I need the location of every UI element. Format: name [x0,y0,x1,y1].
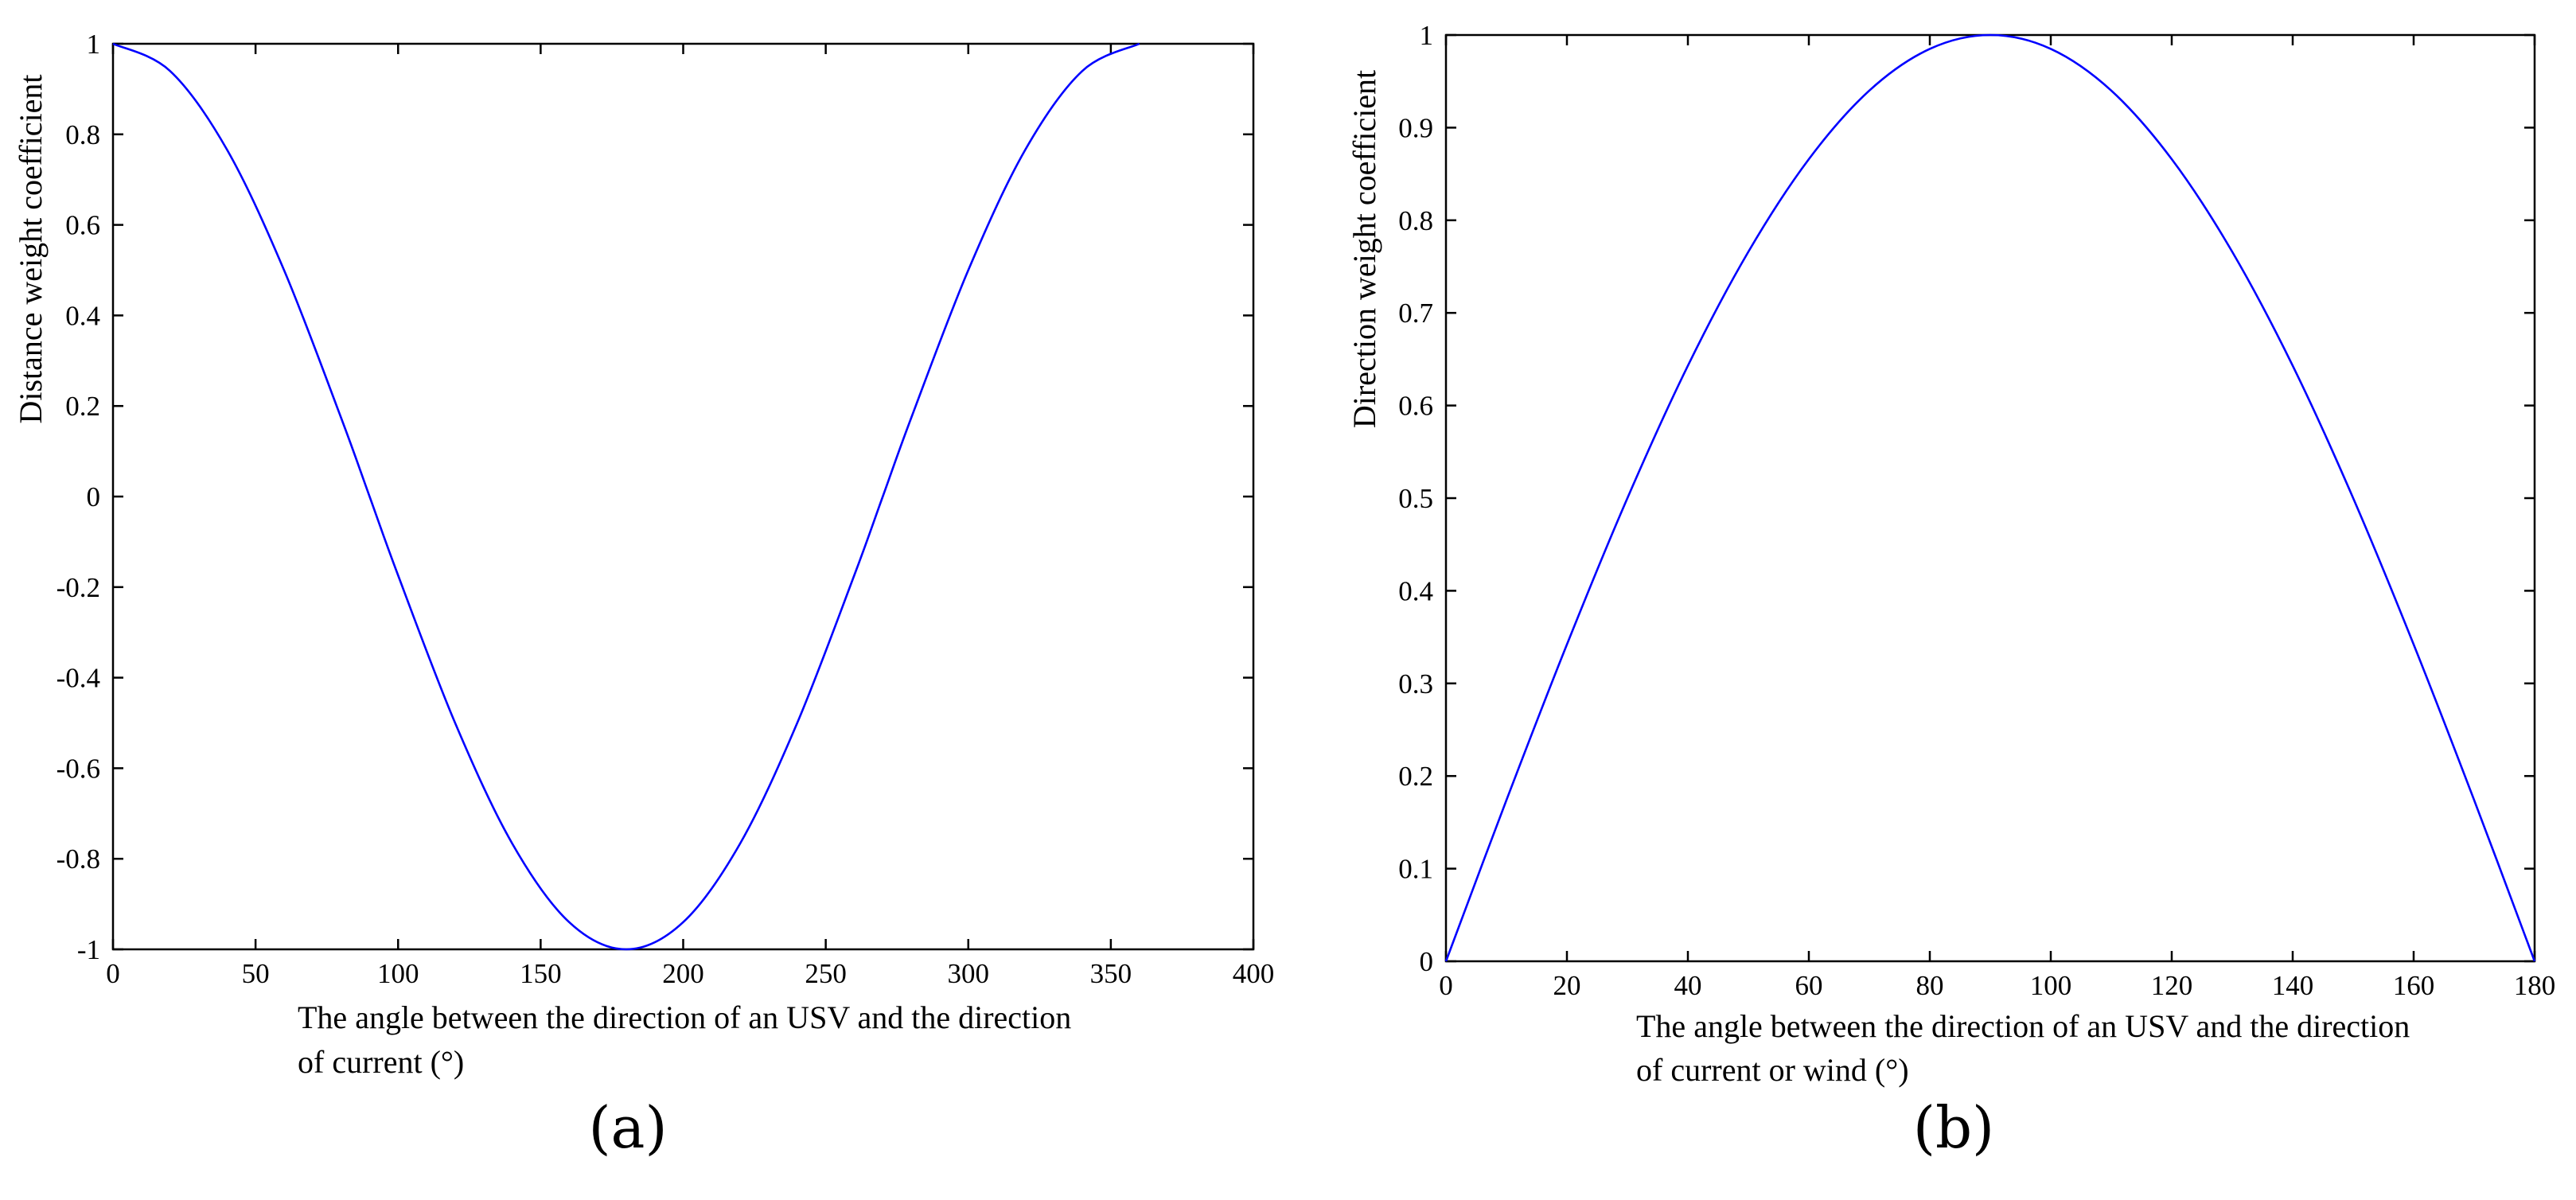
chart-b-x-tick-label: 0 [1439,970,1453,1001]
chart-b-y-tick-label: 0.5 [1398,483,1433,514]
chart-b-x-tick-label: 60 [1795,970,1823,1001]
chart-a-y-axis-label: Distance weight coefficient [13,74,49,423]
chart-a-y-tick-label: -0.4 [57,663,100,694]
chart-a-x-tick-label: 200 [662,958,704,989]
chart-b-panel-label: (b) [1913,1094,1994,1161]
chart-a-series-line [112,42,1140,951]
chart-a-y-tick-label: -0.6 [57,753,100,784]
chart-a-x-axis-label-line-1: The angle between the direction of an US… [298,999,1071,1035]
chart-a-y-tick-label: 1 [87,29,101,60]
chart-b-x-tick-label: 100 [2030,970,2072,1001]
chart-a-y-tick-label: -0.2 [57,572,100,603]
chart-a-x-tick-label: 0 [106,958,120,989]
chart-b-x-tick-label: 80 [1916,970,1944,1001]
chart-a-x-axis-label-line-2: of current (°) [298,1044,464,1080]
chart-b-x-axis-label-line-2: of current or wind (°) [1636,1052,1909,1088]
chart-b-y-tick-label: 0.7 [1398,298,1433,329]
chart-b-y-tick-label: 0.3 [1398,668,1433,699]
chart-b-y-tick-label: 0 [1420,946,1434,977]
chart-b-x-tick-label: 180 [2514,970,2556,1001]
chart-a-panel-label: (a) [588,1094,667,1161]
chart-a-y-tick-label: 0.8 [65,119,100,150]
chart-a-x-tick-label: 50 [242,958,270,989]
chart-b-x-tick-label: 20 [1553,970,1581,1001]
chart-a-x-tick-label: 100 [377,958,419,989]
chart-b-x-axis-label-line-1: The angle between the direction of an US… [1636,1008,2410,1044]
chart-a-x-tick-label: 150 [520,958,562,989]
chart-a-plot-area: 0 50 100 150 200 250 300 350 400 1 0.8 0.6 0.4 0.2 0 -0… [57,29,1275,989]
chart-b-y-tick-label: 1 [1420,20,1434,51]
chart-b-y-tick-label: 0.9 [1398,112,1433,143]
chart-b-x-tick-label: 140 [2272,970,2314,1001]
chart-b-y-tick-label: 0.8 [1398,205,1433,236]
chart-b-x-tick-label: 160 [2393,970,2435,1001]
chart-b-axes-box [1444,33,2536,963]
chart-b-x-tick-label: 40 [1674,970,1702,1001]
chart-a: 0 50 100 150 200 250 300 350 400 1 0.8 0.6 0.4 0.2 0 -0… [13,29,1274,1161]
chart-a-y-tick-label: 0.6 [65,210,100,241]
chart-a-y-tick-label: -1 [77,934,100,965]
chart-b-y-tick-label: 0.4 [1398,575,1433,606]
chart-b-y-axis-label: Direction weight coefficient [1346,70,1382,428]
chart-b-y-tick-label: 0.2 [1398,761,1433,792]
chart-a-x-tick-label: 250 [805,958,847,989]
chart-a-x-tick-label: 400 [1233,958,1275,989]
chart-a-axes-box [111,42,1255,951]
chart-b-x-tick-label: 120 [2151,970,2193,1001]
chart-a-y-tick-label: 0 [87,481,101,512]
chart-a-y-tick-label: 0.4 [65,300,100,331]
chart-a-x-tick-label: 350 [1090,958,1132,989]
chart-a-x-tick-label: 300 [948,958,990,989]
chart-a-y-tick-label: 0.2 [65,391,100,422]
chart-a-y-tick-label: -0.8 [57,844,100,875]
chart-b-y-tick-label: 0.6 [1398,391,1433,422]
chart-b-plot-area: 0 20 40 60 80 100 120 140 160 180 1 0.9 0.8 0.7 0.6 0.5… [1398,20,2555,1001]
chart-b-y-tick-label: 0.1 [1398,854,1433,885]
chart-b: 0 20 40 60 80 100 120 140 160 180 1 0.9 0.8 0.7 0.6 0.5… [1346,20,2555,1161]
chart-b-series-line [1444,33,2536,962]
